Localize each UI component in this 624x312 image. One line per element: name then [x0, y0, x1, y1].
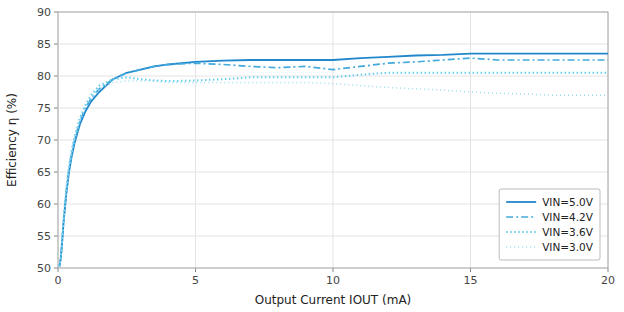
- series-line: [59, 81, 608, 267]
- legend-label: VIN=3.0V: [542, 241, 594, 253]
- x-tick: [195, 268, 196, 272]
- plot-frame: [58, 12, 608, 268]
- legend-swatch: [506, 231, 536, 233]
- y-tick-label: 60: [37, 198, 51, 211]
- legend-label: VIN=5.0V: [542, 196, 594, 208]
- x-tick-label: 0: [55, 274, 62, 287]
- y-tick: [54, 140, 58, 141]
- y-tick: [54, 44, 58, 45]
- x-tick-label: 5: [192, 274, 199, 287]
- y-tick-label: 85: [37, 38, 51, 51]
- x-tick: [333, 268, 334, 272]
- x-tick-label: 10: [326, 274, 340, 287]
- y-tick: [54, 268, 58, 269]
- y-tick-label: 65: [37, 166, 51, 179]
- x-tick: [58, 268, 59, 272]
- legend-swatch: [506, 201, 536, 203]
- x-axis-label: Output Current IOUT (mA): [255, 293, 412, 307]
- y-tick-label: 50: [37, 262, 51, 275]
- legend-swatch: [506, 216, 536, 218]
- x-tick: [608, 268, 609, 272]
- chart: 0 5 10 15 20 50 55 60 65 70 75 80 85 90 Output Current…: [0, 0, 624, 312]
- y-grid-line: [58, 108, 608, 109]
- x-tick: [470, 268, 471, 272]
- y-grid-line: [58, 140, 608, 141]
- y-tick: [54, 108, 58, 109]
- series-line: [59, 54, 608, 267]
- y-tick-label: 55: [37, 230, 51, 243]
- grid: [58, 12, 608, 268]
- legend-label: VIN=4.2V: [542, 211, 594, 223]
- series-line: [59, 73, 608, 267]
- lines: [59, 54, 608, 267]
- y-tick: [54, 236, 58, 237]
- y-tick-label: 70: [37, 134, 51, 147]
- legend-label: VIN=3.6V: [542, 226, 594, 238]
- y-tick-label: 75: [37, 102, 51, 115]
- series-line: [59, 58, 608, 267]
- legend-box: [499, 189, 600, 260]
- y-tick: [54, 12, 58, 13]
- y-grid-line: [58, 44, 608, 45]
- y-grid-line: [58, 172, 608, 173]
- y-tick: [54, 204, 58, 205]
- y-axis-label: Efficiency η (%): [5, 93, 19, 187]
- x-tick-label: 15: [464, 274, 478, 287]
- y-tick: [54, 172, 58, 173]
- x-tick-label: 20: [601, 274, 615, 287]
- y-tick-label: 90: [37, 6, 51, 19]
- legend: VIN=5.0V VIN=4.2V VIN=3.6V VIN=3.0V: [499, 189, 600, 260]
- y-tick: [54, 76, 58, 77]
- y-tick-label: 80: [37, 70, 51, 83]
- legend-swatch: [506, 246, 536, 248]
